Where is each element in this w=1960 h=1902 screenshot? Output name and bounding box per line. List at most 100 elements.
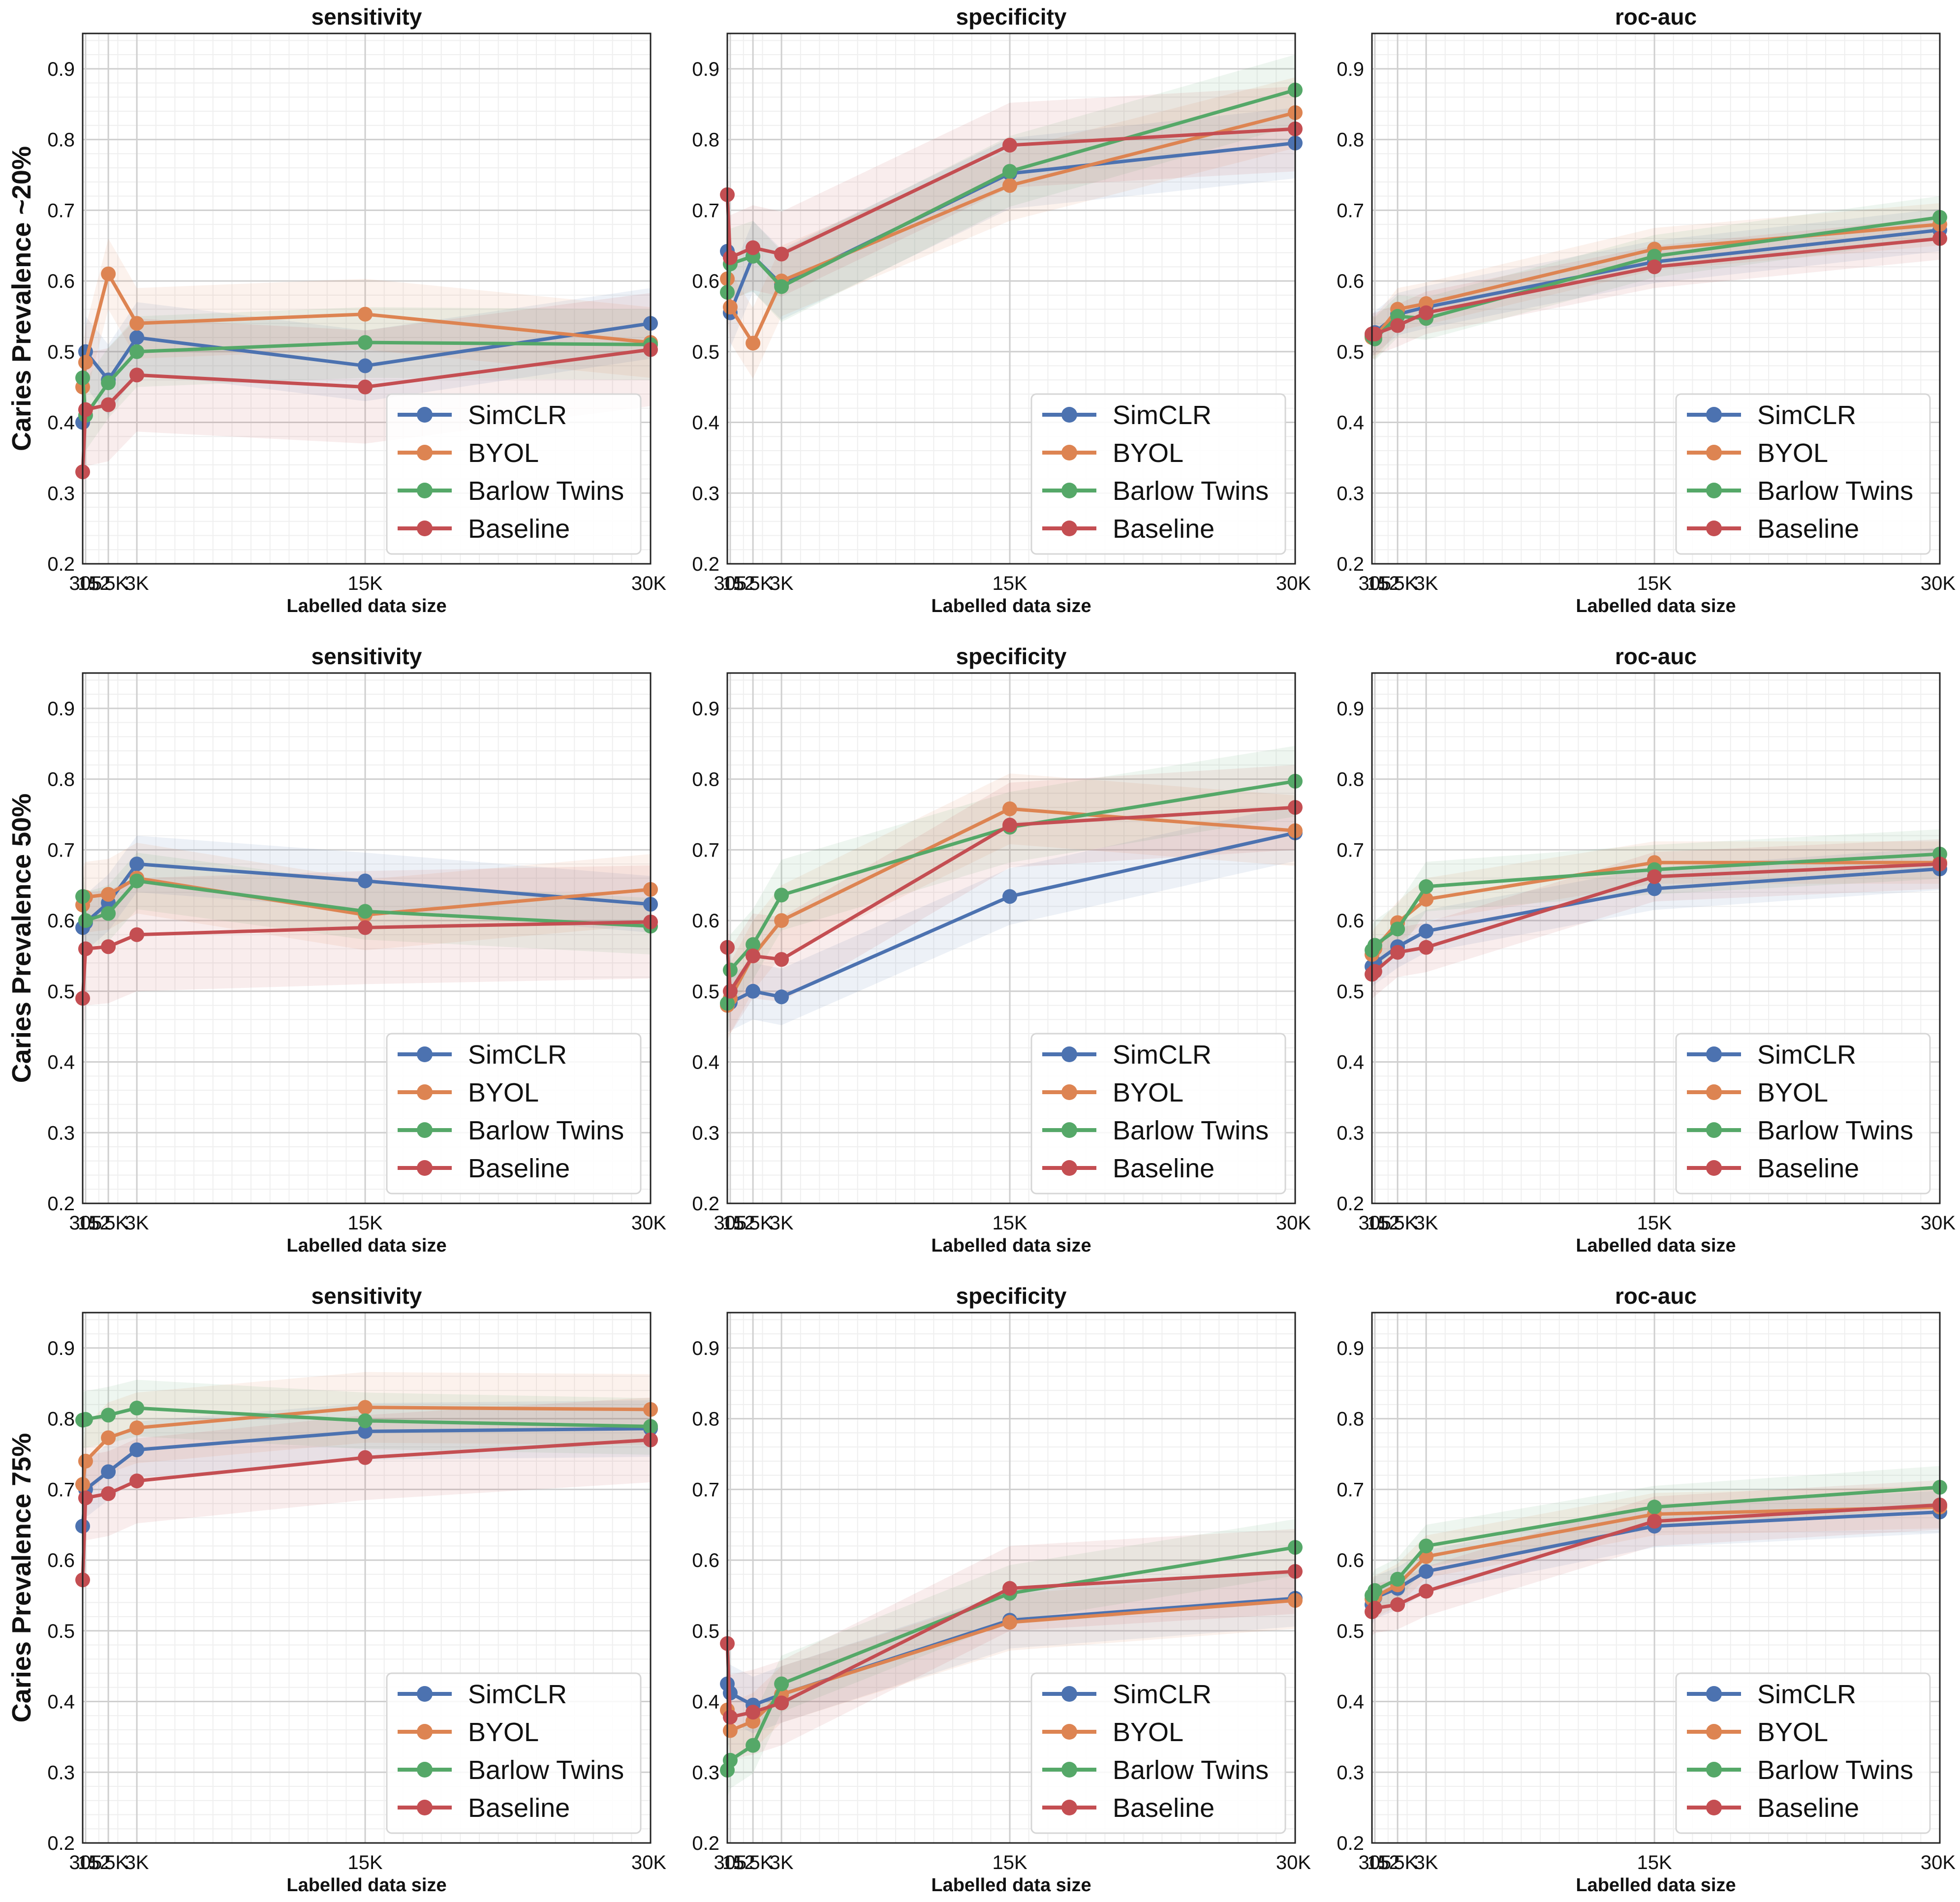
data-point-barlow-twins (358, 335, 373, 350)
y-tick-label: 0.4 (692, 1691, 719, 1713)
y-tick-label: 0.3 (692, 1762, 719, 1783)
series-line-baseline (725, 127, 1296, 260)
x-tick-label: 152 (1367, 1852, 1400, 1873)
x-tick-label: 30K (1276, 1852, 1311, 1873)
data-point-byol (1002, 178, 1018, 193)
panel-title: specificity (956, 4, 1067, 30)
y-tick-label: 0.9 (1337, 59, 1364, 80)
confidence-band-baseline (83, 1397, 651, 1623)
legend-label: BYOL (468, 1718, 539, 1747)
data-point-barlow-twins (358, 1413, 373, 1428)
y-tick-label: 0.7 (1337, 200, 1364, 221)
x-tick-label: 1.5K (88, 1852, 129, 1873)
y-axis-label: Caries Prevalence 50% (7, 794, 36, 1083)
y-tick-label: 0.9 (47, 1338, 75, 1359)
legend-marker-barlow-twins (417, 1762, 433, 1778)
legend-label: Baseline (468, 1154, 570, 1183)
legend: SimCLR BYOL Barlow Twins Baseline (386, 393, 642, 555)
y-tick-label: 0.4 (47, 1691, 75, 1713)
legend-label: SimCLR (468, 400, 567, 430)
y-tick-label: 0.2 (47, 1193, 75, 1215)
y-tick-label: 0.9 (1337, 698, 1364, 720)
legend-marker-baseline (417, 521, 433, 536)
legend-box (1675, 1033, 1931, 1195)
data-point-barlow-twins (78, 913, 93, 928)
x-tick-label: 3K (1414, 573, 1438, 594)
legend-label: Baseline (468, 514, 570, 544)
y-tick-label: 0.4 (47, 1052, 75, 1074)
data-point-byol (101, 266, 116, 281)
legend-label: SimCLR (1113, 1680, 1212, 1709)
y-tick-label: 0.4 (1337, 1052, 1364, 1074)
y-tick-label: 0.3 (47, 1762, 75, 1783)
data-point-baseline (78, 402, 93, 417)
y-tick-label: 0.8 (1337, 129, 1364, 151)
data-point-baseline (1367, 326, 1382, 341)
x-tick-label: 3K (1414, 1212, 1438, 1234)
legend-marker-baseline (1061, 521, 1077, 536)
confidence-band-simclr (727, 804, 1295, 1033)
legend-marker-barlow-twins (1706, 1122, 1722, 1138)
y-tick-label: 0.8 (1337, 1409, 1364, 1430)
y-tick-label: 0.8 (692, 769, 719, 791)
legend-label: SimCLR (468, 1040, 567, 1070)
data-point-barlow-twins (1390, 1571, 1405, 1587)
legend-label: BYOL (1113, 438, 1183, 468)
legend-marker-byol (417, 445, 433, 460)
x-tick-label: 305 (714, 573, 747, 594)
legend-label: BYOL (468, 438, 539, 468)
data-point-simclr (1647, 881, 1662, 896)
y-tick-label: 0.5 (692, 981, 719, 1003)
data-point-barlow-twins (1419, 879, 1434, 894)
x-tick-label: 30K (631, 1852, 666, 1873)
confidence-band-byol (1372, 203, 1940, 359)
data-point-simclr (1419, 923, 1434, 939)
y-tick-label: 0.3 (47, 483, 75, 504)
legend-marker-baseline (1706, 1160, 1722, 1176)
y-tick-label: 0.8 (692, 1409, 719, 1430)
confidence-band-byol (727, 77, 1295, 379)
legend-marker-barlow-twins (1061, 1762, 1077, 1778)
x-tick-label: 3K (125, 573, 149, 594)
y-tick-label: 0.4 (1337, 412, 1364, 434)
legend-marker-baseline (1706, 521, 1722, 536)
data-point-byol (1419, 891, 1434, 907)
legend-label: Baseline (1757, 1793, 1859, 1823)
plot-frame (1371, 32, 1941, 565)
y-tick-label: 0.6 (1337, 271, 1364, 292)
series-line-baseline (725, 1569, 1296, 1719)
y-tick-label: 0.8 (692, 129, 719, 151)
x-axis-label: Labelled data size (931, 1235, 1091, 1256)
plot-frame (726, 1312, 1296, 1844)
x-tick-label: 305 (69, 1212, 102, 1234)
data-point-barlow-twins (358, 904, 373, 919)
data-point-byol (101, 887, 116, 902)
y-tick-label: 0.9 (47, 698, 75, 720)
plot-frame (726, 672, 1296, 1204)
x-tick-label: 15K (1637, 573, 1672, 594)
y-tick-label: 0.5 (1337, 1621, 1364, 1642)
x-axis-label: Labelled data size (286, 1235, 446, 1256)
x-tick-label: 1.5K (1377, 573, 1418, 594)
legend: SimCLR BYOL Barlow Twins Baseline (1030, 393, 1286, 555)
x-tick-label: 15K (992, 1212, 1027, 1234)
legend-label: SimCLR (1757, 1040, 1856, 1070)
legend-label: SimCLR (468, 1680, 567, 1709)
data-point-barlow-twins (1419, 1538, 1434, 1554)
data-point-baseline (1367, 964, 1382, 979)
legend-marker-byol (1706, 445, 1722, 460)
y-tick-label: 0.6 (692, 1550, 719, 1571)
legend-label: BYOL (468, 1078, 539, 1107)
y-tick-label: 0.9 (692, 698, 719, 720)
plot-frame (82, 672, 652, 1204)
data-point-byol (722, 1723, 738, 1738)
data-point-byol (358, 1400, 373, 1415)
x-tick-label: 152 (78, 1212, 111, 1234)
panel-title: specificity (956, 644, 1067, 669)
data-point-simclr (1002, 889, 1018, 904)
data-point-simclr (746, 983, 761, 999)
data-point-baseline (722, 250, 738, 265)
legend-marker-simclr (1061, 407, 1077, 423)
